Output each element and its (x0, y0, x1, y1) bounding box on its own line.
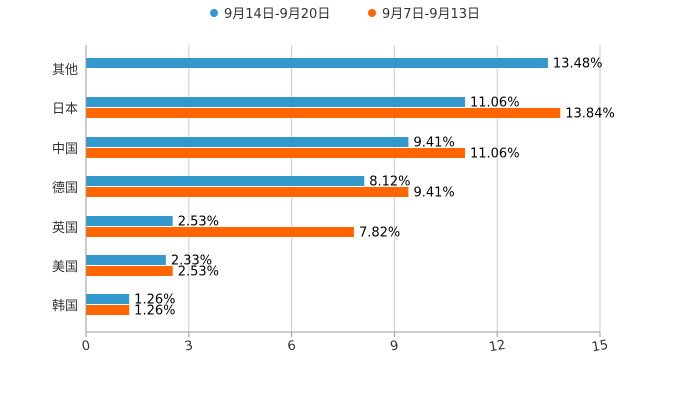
legend-label-2: 9月7日-9月13日 (382, 7, 480, 22)
x-tick-label-3: 3 (184, 338, 195, 354)
x-tick-label-15: 15 (591, 338, 610, 356)
labels: 其他 13.48% 日本 11.06% 13.84% 中国 9.41% 11.06% 德国 8.1… (52, 57, 615, 319)
legend-marker-2 (368, 9, 376, 17)
bar-series2-3 (86, 148, 465, 158)
legend-label-1: 9月14日-9月20日 (224, 7, 330, 22)
category-label-5: 英国 (52, 221, 78, 236)
x-tick-label-0: 0 (81, 338, 92, 354)
x-tick-label-9: 9 (389, 338, 400, 354)
data-label-series2-5: 7.82% (359, 226, 400, 241)
category-label-3: 中国 (52, 142, 78, 157)
axes: 0 3 6 9 12 15 (81, 45, 610, 355)
data-label-series1-3: 9.41% (413, 136, 454, 151)
data-label-series1-7: 1.26% (134, 293, 175, 308)
category-label-4: 德国 (52, 181, 78, 196)
x-tick-label-12: 12 (488, 338, 507, 356)
bars (86, 58, 561, 315)
legend-marker-1 (210, 9, 218, 17)
bar-series1-2 (86, 97, 465, 107)
data-label-series1-6: 2.33% (171, 254, 212, 269)
bar-series1-4 (86, 176, 365, 186)
bar-series1-6 (86, 255, 166, 265)
data-label-series1-4: 8.12% (369, 175, 410, 190)
category-label-2: 日本 (52, 102, 78, 117)
bar-series2-4 (86, 187, 409, 197)
data-label-series2-4: 9.41% (413, 186, 454, 201)
bar-series1-1 (86, 58, 548, 68)
bar-series2-2 (86, 108, 561, 118)
bar-series1-3 (86, 137, 409, 147)
data-label-series2-7: 1.26% (134, 304, 175, 319)
x-tick-label-6: 6 (286, 338, 297, 354)
bar-series2-6 (86, 266, 173, 276)
bar-series1-5 (86, 216, 173, 226)
category-label-1: 其他 (52, 63, 78, 78)
data-label-series2-3: 11.06% (470, 147, 520, 162)
category-label-6: 美国 (52, 260, 78, 275)
legend: 9月14日-9月20日 9月7日-9月13日 (210, 7, 480, 22)
data-label-series2-6: 2.53% (178, 265, 219, 280)
data-label-series1-5: 2.53% (178, 215, 219, 230)
data-label-series2-2: 13.84% (565, 107, 615, 122)
data-label-series1-2: 11.06% (470, 96, 520, 111)
category-label-7: 韩国 (52, 299, 78, 314)
data-label-series1-1: 13.48% (553, 57, 603, 72)
bar-series2-5 (86, 227, 354, 237)
bar-series1-7 (86, 294, 130, 304)
bar-series2-7 (86, 305, 130, 315)
